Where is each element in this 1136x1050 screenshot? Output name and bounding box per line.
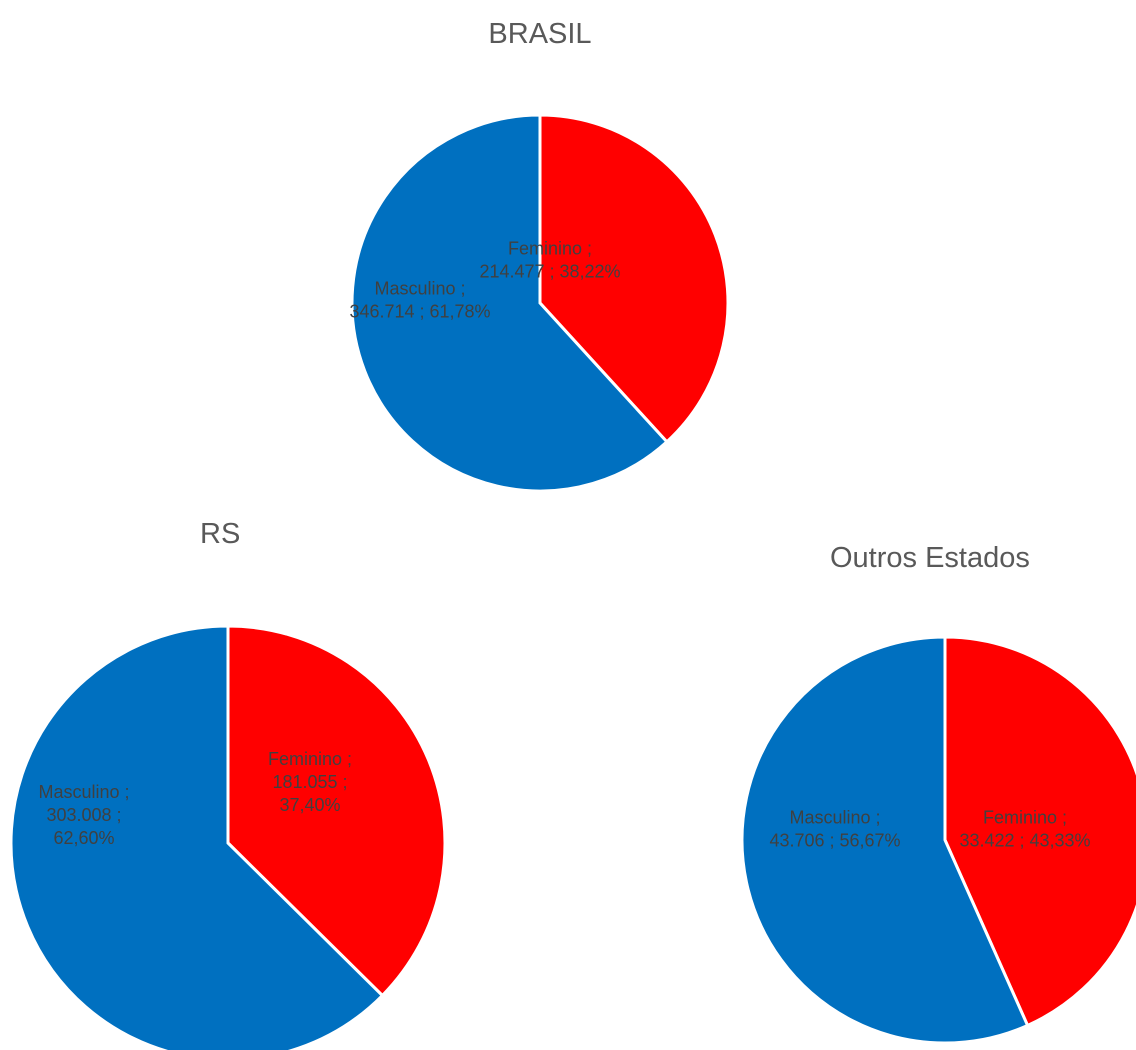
data-label-line: Masculino ; (789, 808, 880, 828)
pie-slice-feminino (538, 113, 730, 444)
data-label-line: 303.008 ; (46, 805, 121, 825)
data-label-line: Feminino ; (508, 239, 592, 259)
pie-svg-brasil: Feminino ; 214.477 ; 38,22% Masculino ; 346… (349, 113, 730, 493)
pie-svg-rs: Feminino ; 181.055 ; 37,40% Masculino ; 303.… (9, 624, 447, 1050)
pie-slice-masculino (350, 113, 669, 493)
data-label-line: Masculino ; (38, 782, 129, 802)
data-label-line: 43.706 ; 56,67% (769, 831, 900, 851)
data-label-feminino: Feminino ; 214.477 ; 38,22% (479, 239, 620, 282)
data-label-line: 214.477 ; 38,22% (479, 262, 620, 282)
data-label-masculino: Masculino ; 346.714 ; 61,78% (349, 279, 490, 322)
chart-title: RS (200, 518, 241, 550)
chart-title: Outros Estados (830, 542, 1030, 574)
pie-chart-rs: RS Feminino ; 181.055 ; 37,40% Masculino ; 3… (0, 518, 460, 1050)
data-label-masculino: Masculino ; 303.008 ; 62,60% (38, 782, 129, 848)
data-label-line: 37,40% (279, 795, 340, 815)
data-label-masculino: Masculino ; 43.706 ; 56,67% (769, 808, 900, 851)
pie-svg-outros-estados: Feminino ; 33.422 ; 43,33% Masculino ; 43.7… (740, 635, 1136, 1045)
pie-slice-masculino (9, 624, 385, 1050)
pie-slice-feminino (943, 635, 1136, 1028)
data-label-line: 62,60% (53, 828, 114, 848)
data-label-line: Feminino ; (983, 808, 1067, 828)
data-label-line: 33.422 ; 43,33% (959, 831, 1090, 851)
data-label-line: 181.055 ; (272, 772, 347, 792)
data-label-line: Masculino ; (374, 279, 465, 299)
chart-title: BRASIL (488, 18, 592, 50)
data-label-feminino: Feminino ; 33.422 ; 43,33% (959, 808, 1090, 851)
pie-chart-outros-estados: Outros Estados Feminino ; 33.422 ; 43,33%… (720, 540, 1136, 1050)
data-label-line: Feminino ; (268, 749, 352, 769)
data-label-line: 346.714 ; 61,78% (349, 302, 490, 322)
pie-chart-brasil: BRASIL Feminino ; 214.477 ; 38,22% Masculi… (340, 10, 740, 500)
data-label-feminino: Feminino ; 181.055 ; 37,40% (268, 749, 352, 815)
pie-slice-masculino (740, 635, 1030, 1045)
pie-slice-feminino (226, 624, 447, 998)
